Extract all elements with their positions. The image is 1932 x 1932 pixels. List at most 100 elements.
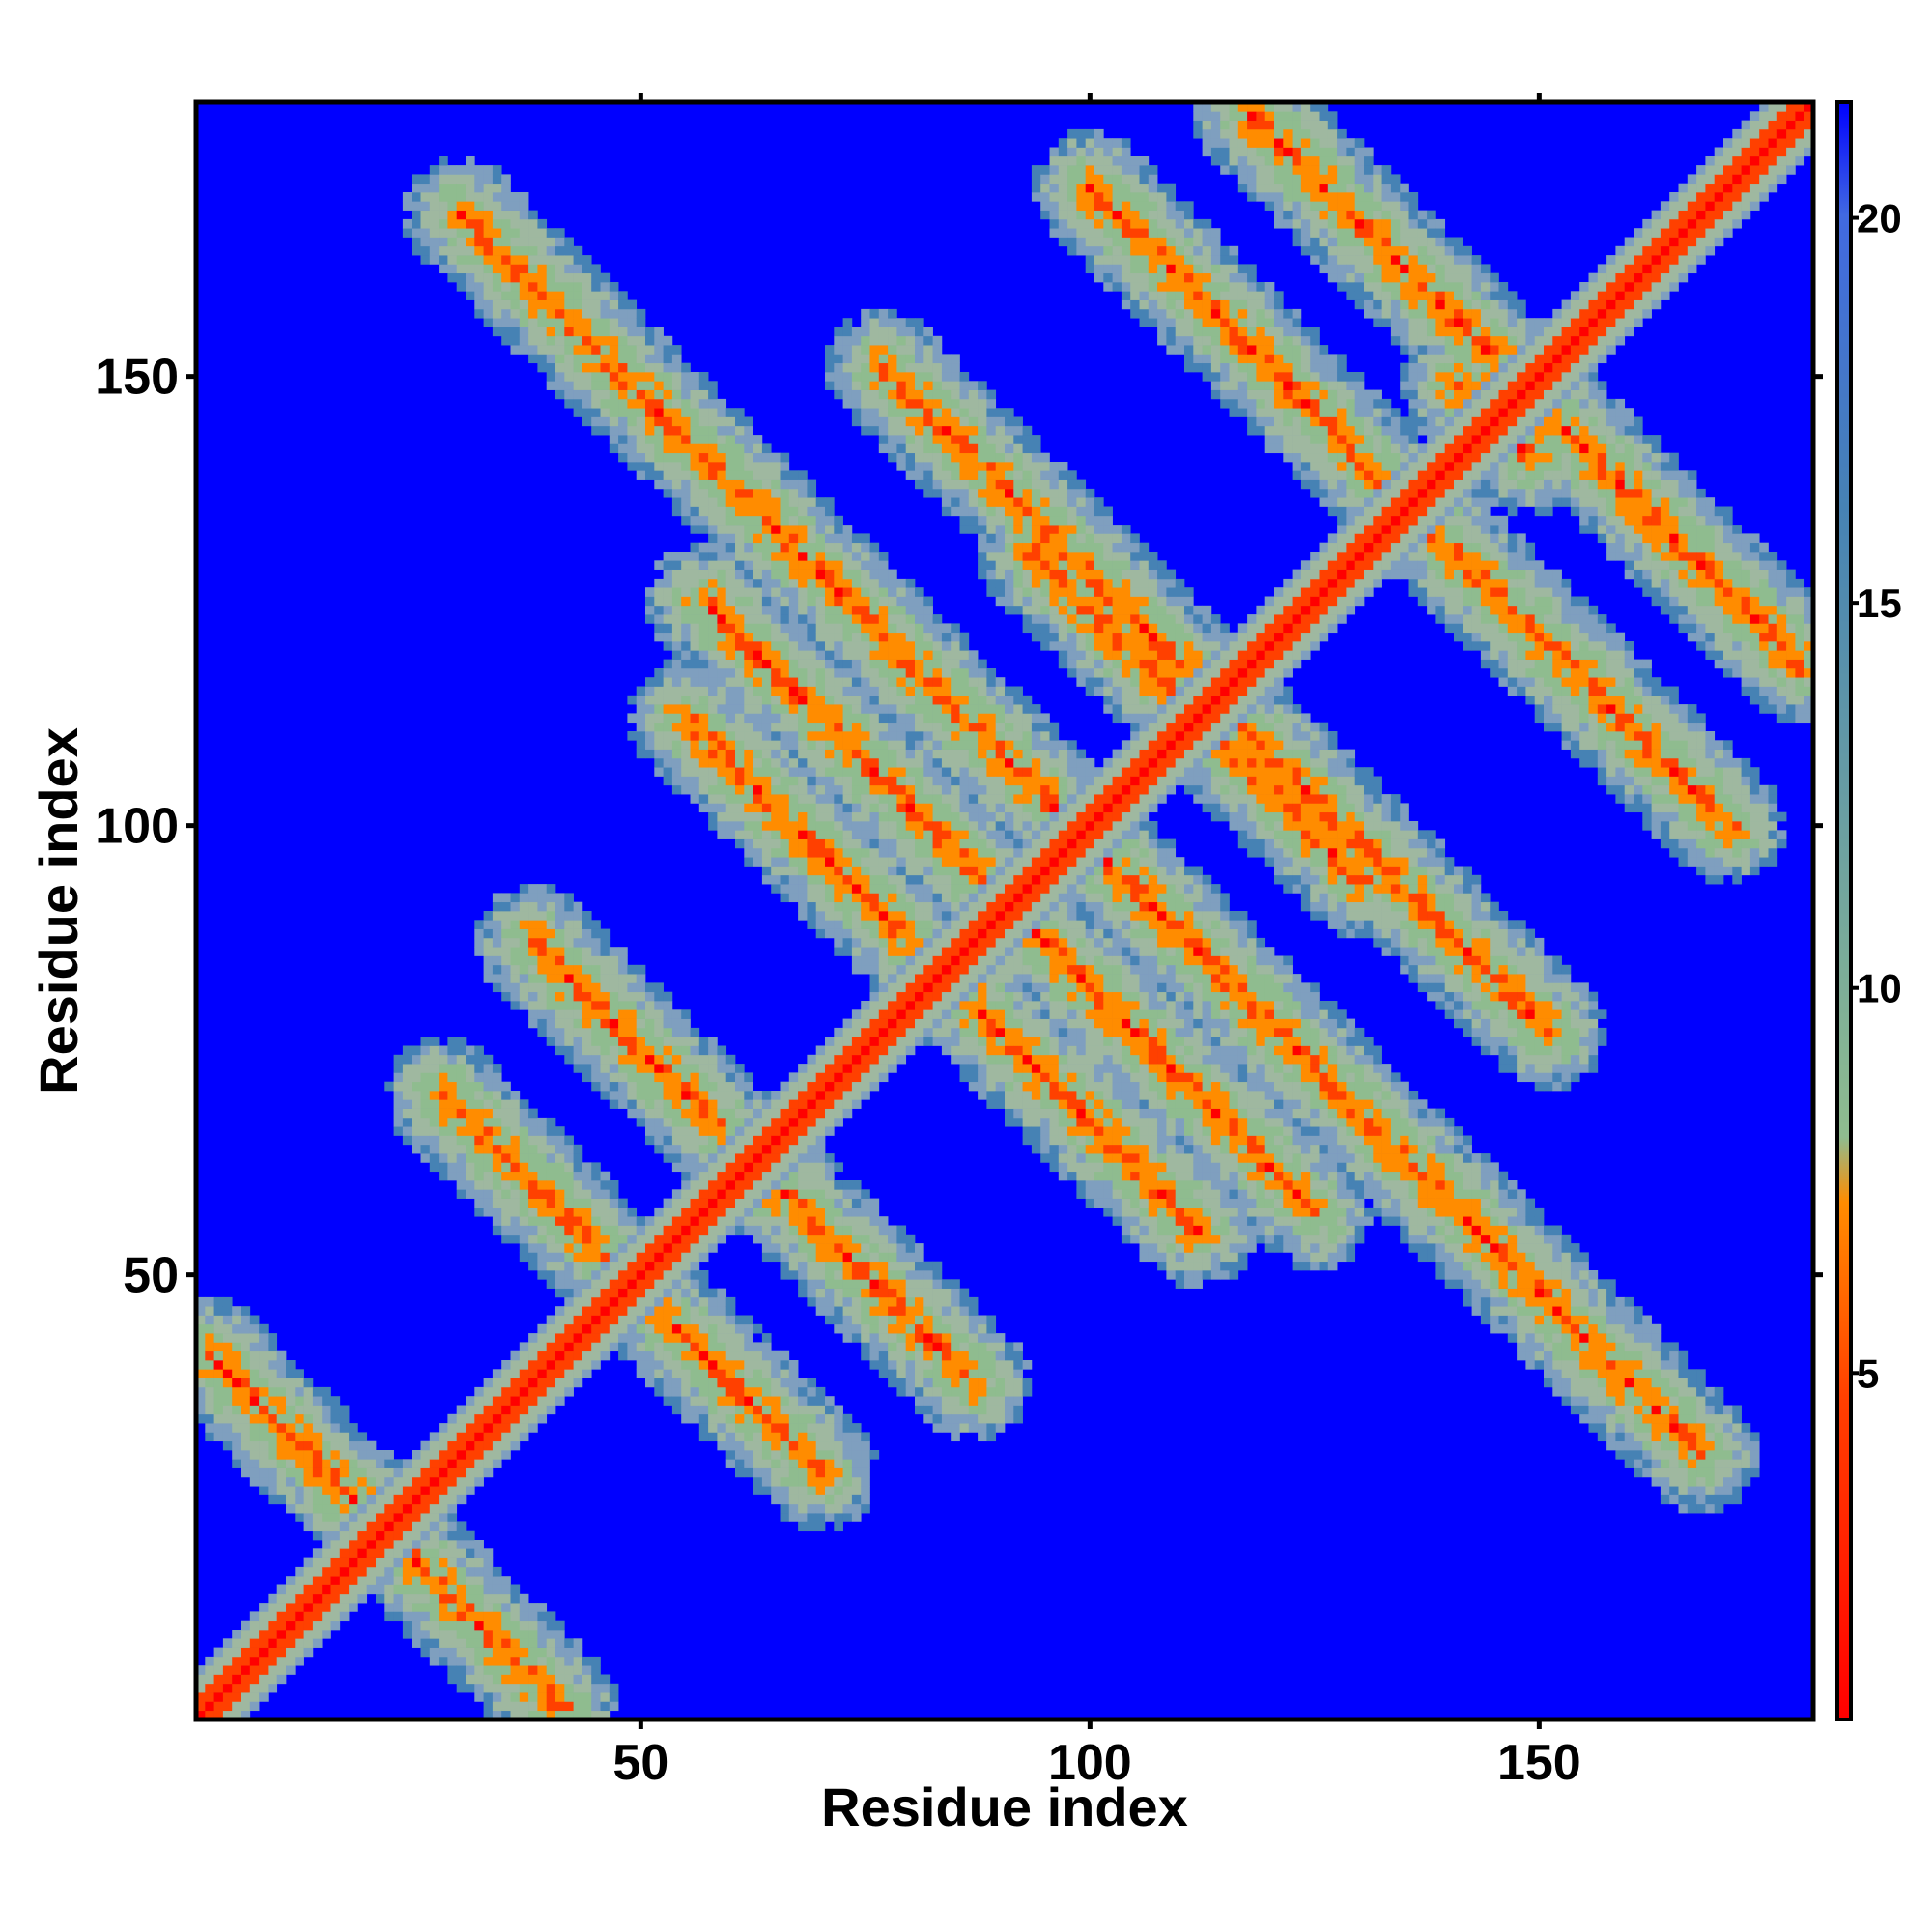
heatmap-cell — [888, 308, 897, 319]
heatmap-cell — [609, 974, 619, 983]
heatmap-cell — [771, 1350, 781, 1361]
heatmap-cell — [636, 1342, 646, 1352]
heatmap-cell — [654, 677, 664, 687]
heatmap-cell — [717, 1288, 727, 1298]
heatmap-cell — [483, 1396, 494, 1406]
heatmap-cell — [546, 1342, 556, 1352]
heatmap-cell — [861, 830, 870, 839]
heatmap-cell — [788, 731, 799, 741]
heatmap-cell — [654, 757, 664, 768]
heatmap-cell — [851, 1279, 862, 1289]
heatmap-cell — [474, 1467, 484, 1478]
heatmap-cell — [708, 525, 718, 534]
heatmap-cell — [519, 1405, 529, 1415]
heatmap-cell — [671, 560, 682, 570]
heatmap-cell — [815, 794, 826, 804]
heatmap-cell — [402, 1540, 412, 1549]
heatmap-cell — [295, 1440, 304, 1451]
heatmap-cell — [744, 1386, 753, 1397]
heatmap-cell — [780, 1459, 790, 1468]
heatmap-cell — [573, 272, 583, 283]
heatmap-cell — [815, 1180, 826, 1190]
heatmap-cell — [671, 416, 682, 427]
heatmap-cell — [510, 1423, 521, 1433]
heatmap-cell — [761, 830, 772, 839]
heatmap-cell — [807, 533, 817, 544]
heatmap-cell — [708, 659, 718, 669]
heatmap-cell — [573, 327, 583, 337]
heatmap-cell — [609, 398, 619, 409]
heatmap-cell — [671, 587, 682, 597]
heatmap-cell — [654, 443, 664, 454]
heatmap-cell — [537, 1126, 548, 1136]
heatmap-cell — [456, 282, 467, 292]
heatmap-cell — [555, 1126, 565, 1136]
heatmap-cell — [905, 1234, 916, 1244]
heatmap-cell — [501, 1099, 511, 1109]
heatmap-cell — [725, 803, 736, 813]
heatmap-cell — [681, 381, 691, 390]
heatmap-cell — [222, 1342, 233, 1352]
heatmap-cell — [761, 623, 772, 634]
heatmap-cell — [564, 1216, 574, 1226]
heatmap-cell — [483, 1091, 494, 1100]
heatmap-cell — [366, 1566, 377, 1577]
heatmap-cell — [466, 1117, 475, 1127]
heatmap-cell — [825, 1513, 835, 1522]
heatmap-cell — [663, 1216, 673, 1226]
heatmap-cell — [815, 1153, 826, 1163]
heatmap-cell — [825, 1503, 835, 1514]
heatmap-cell — [232, 1459, 242, 1468]
heatmap-cell — [725, 784, 736, 795]
heatmap-cell — [564, 1701, 574, 1712]
heatmap-cell — [447, 201, 458, 211]
heatmap-cell — [896, 1315, 907, 1325]
heatmap-cell — [708, 1288, 718, 1298]
heatmap-cell — [537, 1162, 548, 1173]
heatmap-cell — [842, 1494, 853, 1505]
heatmap-cell — [780, 1378, 790, 1388]
heatmap-cell — [725, 811, 736, 822]
heatmap-cell — [546, 928, 556, 939]
heatmap-cell — [528, 1189, 538, 1199]
heatmap-cell — [600, 982, 611, 993]
heatmap-cell — [717, 605, 727, 615]
heatmap-cell — [761, 542, 772, 553]
heatmap-cell — [851, 1072, 862, 1083]
heatmap-cell — [744, 803, 753, 813]
heatmap-cell — [295, 1423, 304, 1433]
heatmap-cell — [780, 650, 790, 660]
heatmap-cell — [690, 452, 700, 463]
heatmap-cell — [312, 1486, 323, 1495]
heatmap-cell — [645, 1279, 655, 1289]
heatmap-cell — [771, 1117, 781, 1127]
heatmap-cell — [483, 1054, 494, 1065]
heatmap-cell — [519, 1603, 529, 1612]
heatmap-cell — [744, 811, 753, 822]
heatmap-cell — [232, 1386, 242, 1397]
heatmap-cell — [501, 1126, 511, 1136]
heatmap-cell — [771, 632, 781, 642]
heatmap-cell — [861, 767, 870, 777]
heatmap-cell — [780, 1396, 790, 1406]
heatmap-cell — [834, 1037, 843, 1046]
heatmap-cell — [671, 1135, 682, 1146]
heatmap-cell — [698, 632, 709, 642]
heatmap-cell — [420, 1072, 431, 1083]
heatmap-cell — [286, 1620, 296, 1631]
heatmap-cell — [788, 1413, 799, 1424]
heatmap-cell — [663, 1243, 673, 1253]
heatmap-cell — [725, 462, 736, 471]
heatmap-cell — [825, 767, 835, 777]
heatmap-cell — [717, 1091, 727, 1100]
heatmap-cell — [564, 255, 574, 265]
heatmap-cell — [312, 1557, 323, 1568]
heatmap-cell — [654, 1369, 664, 1378]
heatmap-cell — [896, 901, 907, 912]
heatmap-cell — [735, 740, 745, 750]
heatmap-cell — [698, 677, 709, 687]
heatmap-cell — [222, 1378, 233, 1388]
heatmap-cell — [842, 884, 853, 894]
heatmap-cell — [528, 255, 538, 265]
heatmap-cell — [861, 1432, 870, 1442]
